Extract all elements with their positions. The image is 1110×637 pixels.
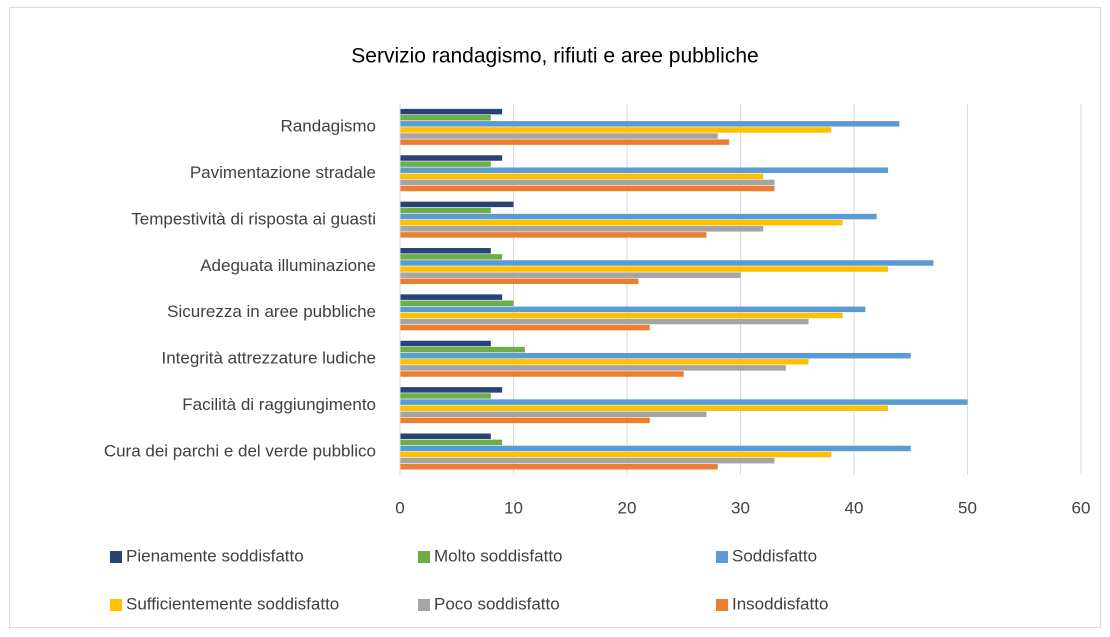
legend-swatch — [418, 599, 430, 611]
bar — [400, 185, 775, 192]
bar — [400, 399, 968, 405]
bar — [400, 371, 684, 377]
y-tick-label: Cura dei parchi e del verde pubblico — [104, 441, 376, 460]
y-tick-label: Pavimentazione stradale — [190, 163, 376, 182]
bar — [400, 417, 650, 424]
x-tick-label: 0 — [395, 498, 404, 517]
bar — [400, 433, 491, 440]
legend-label: Poco soddisfatto — [434, 594, 560, 613]
bar — [400, 121, 900, 127]
chart-title: Servizio randagismo, rifiuti e aree pubb… — [351, 45, 758, 68]
y-tick-label: Facilità di raggiungimento — [182, 395, 376, 414]
bar — [400, 213, 877, 220]
bar — [400, 219, 843, 226]
x-tick-label: 10 — [504, 498, 523, 517]
bar — [400, 139, 730, 145]
legend-label: Molto soddisfatto — [434, 546, 563, 565]
bar — [400, 260, 934, 266]
bar — [400, 359, 809, 365]
bar — [400, 411, 707, 418]
legend-label: Insoddisfatto — [732, 594, 828, 613]
bar — [400, 133, 718, 139]
y-tick-label: Tempestività di risposta ai guasti — [131, 209, 376, 228]
legend-swatch — [110, 551, 122, 563]
bar — [400, 278, 639, 285]
bar — [400, 464, 718, 470]
legend-label: Sufficientemente soddisfatto — [126, 594, 339, 613]
y-tick-label: Sicurezza in aree pubbliche — [167, 302, 376, 321]
bar — [400, 318, 809, 325]
y-tick-label: Randagismo — [281, 117, 376, 136]
bar — [400, 294, 503, 300]
bar — [400, 352, 911, 359]
bar — [400, 161, 491, 167]
y-tick-label: Adeguata illuminazione — [200, 256, 376, 275]
bar — [400, 114, 491, 121]
bar — [400, 405, 889, 411]
bar — [400, 300, 514, 306]
bar — [400, 324, 650, 331]
x-tick-label: 60 — [1072, 498, 1091, 517]
bar — [400, 179, 775, 186]
x-tick-label: 20 — [618, 498, 637, 517]
bar — [400, 108, 503, 115]
bar — [400, 346, 525, 353]
bar — [400, 340, 491, 347]
bar — [400, 365, 786, 371]
bar — [400, 248, 491, 254]
bar — [400, 451, 832, 458]
bar — [400, 226, 764, 232]
bar — [400, 387, 503, 393]
x-tick-label: 40 — [845, 498, 864, 517]
bar — [400, 272, 741, 278]
legend-swatch — [418, 551, 430, 563]
bar — [400, 306, 866, 313]
x-tick-label: 30 — [731, 498, 750, 517]
bar — [400, 445, 911, 452]
bar — [400, 127, 832, 133]
bar — [400, 312, 843, 319]
legend-swatch — [110, 599, 122, 611]
bar — [400, 393, 491, 399]
legend-swatch — [716, 599, 728, 611]
bar — [400, 167, 889, 173]
bar — [400, 155, 503, 161]
legend-label: Soddisfatto — [732, 546, 817, 565]
legend-swatch — [716, 551, 728, 563]
bar — [400, 207, 491, 214]
bar — [400, 266, 889, 272]
y-tick-label: Integrità attrezzature ludiche — [161, 349, 376, 368]
bar — [400, 457, 775, 464]
legend-label: Pienamente soddisfatto — [126, 546, 304, 565]
bar — [400, 173, 764, 180]
bar — [400, 439, 503, 446]
bar — [400, 254, 503, 260]
x-tick-label: 50 — [958, 498, 977, 517]
bar — [400, 201, 514, 208]
bar — [400, 232, 707, 238]
